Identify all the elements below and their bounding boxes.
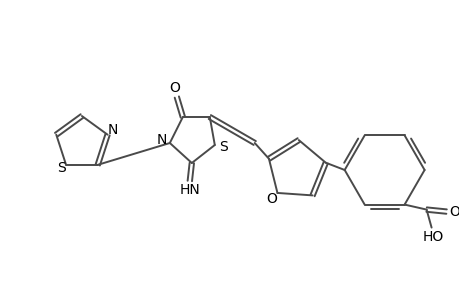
Text: O: O — [169, 81, 180, 95]
Text: N: N — [157, 133, 167, 147]
Text: N: N — [107, 123, 118, 137]
Text: O: O — [448, 205, 459, 219]
Text: S: S — [219, 140, 228, 154]
Text: S: S — [56, 161, 65, 175]
Text: O: O — [265, 192, 276, 206]
Text: HN: HN — [179, 183, 200, 197]
Text: HO: HO — [422, 230, 443, 244]
